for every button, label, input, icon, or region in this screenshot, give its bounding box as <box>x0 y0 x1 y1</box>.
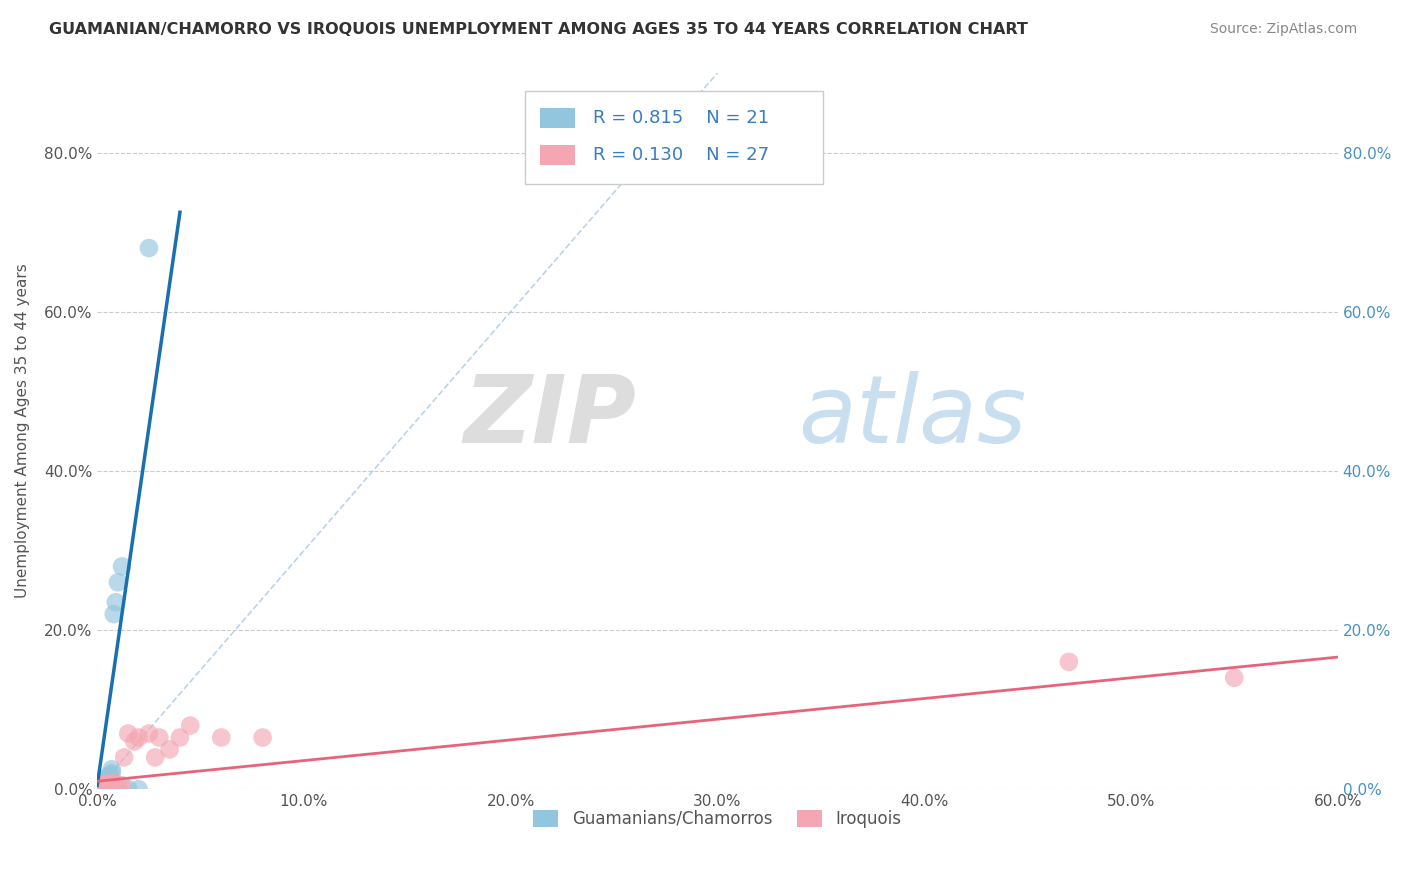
Text: Source: ZipAtlas.com: Source: ZipAtlas.com <box>1209 22 1357 37</box>
Point <box>86 780 108 795</box>
Point <box>128 731 150 745</box>
Text: GUAMANIAN/CHAMORRO VS IROQUOIS UNEMPLOYMENT AMONG AGES 35 TO 44 YEARS CORRELATIO: GUAMANIAN/CHAMORRO VS IROQUOIS UNEMPLOYM… <box>49 22 1028 37</box>
Point <box>97 770 120 784</box>
Text: atlas: atlas <box>799 371 1026 462</box>
Point <box>103 776 125 790</box>
Point <box>97 777 120 791</box>
Point <box>169 731 191 745</box>
Point <box>93 778 115 792</box>
Point <box>143 750 166 764</box>
FancyBboxPatch shape <box>526 91 823 184</box>
Point <box>89 780 111 794</box>
Point <box>90 780 112 794</box>
Point <box>97 774 120 789</box>
Point <box>100 762 122 776</box>
Point <box>86 782 108 797</box>
Text: R = 0.815    N = 21: R = 0.815 N = 21 <box>593 109 769 127</box>
Point <box>94 779 117 793</box>
Point <box>159 742 181 756</box>
Point <box>86 778 108 792</box>
Point <box>90 778 112 792</box>
Y-axis label: Unemployment Among Ages 35 to 44 years: Unemployment Among Ages 35 to 44 years <box>15 264 30 599</box>
Point <box>128 782 150 797</box>
Point <box>93 776 115 790</box>
Text: ZIP: ZIP <box>464 371 637 463</box>
Point <box>209 731 232 745</box>
Point <box>1057 655 1080 669</box>
Point <box>179 718 201 732</box>
Bar <box>540 108 575 128</box>
Point <box>104 778 127 792</box>
Point <box>107 575 129 590</box>
Point <box>86 780 108 794</box>
Point <box>86 782 108 797</box>
Point <box>252 731 274 745</box>
Point <box>100 766 122 780</box>
Point <box>90 778 112 792</box>
Point <box>104 595 127 609</box>
Point <box>117 782 139 797</box>
Point <box>111 778 134 792</box>
Point <box>107 778 129 792</box>
Legend: Guamanians/Chamorros, Iroquois: Guamanians/Chamorros, Iroquois <box>527 803 908 835</box>
Point <box>103 607 125 621</box>
Point <box>148 731 170 745</box>
Text: R = 0.130    N = 27: R = 0.130 N = 27 <box>593 146 769 164</box>
Bar <box>540 145 575 165</box>
Point <box>112 750 135 764</box>
Point <box>138 241 160 255</box>
Point <box>1223 671 1246 685</box>
Point <box>98 768 121 782</box>
Point <box>117 726 139 740</box>
Point <box>124 734 146 748</box>
Point <box>93 777 115 791</box>
Point <box>94 774 117 789</box>
Point <box>98 778 121 792</box>
Point <box>138 726 160 740</box>
Point <box>86 780 108 794</box>
Point <box>86 782 108 797</box>
Point <box>111 559 134 574</box>
